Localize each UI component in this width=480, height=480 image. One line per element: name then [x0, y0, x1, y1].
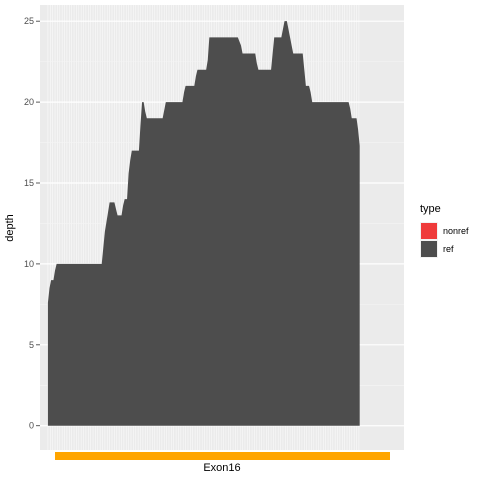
exon-track-bar	[55, 452, 390, 460]
y-axis: 0 5 10 15 20 25	[24, 16, 40, 431]
legend-swatch-nonref	[421, 223, 437, 239]
y-tick-label: 25	[24, 16, 34, 26]
series-layer	[47, 21, 360, 426]
y-axis-title: depth	[4, 214, 16, 242]
legend-title: type	[420, 203, 441, 215]
series-ref-area	[47, 21, 360, 426]
legend: type nonref ref	[420, 203, 469, 258]
y-tick-label: 0	[29, 421, 34, 431]
exon-track-label: Exon16	[203, 462, 240, 474]
y-tick-label: 15	[24, 178, 34, 188]
y-tick-label: 5	[29, 340, 34, 350]
legend-label-ref: ref	[443, 244, 454, 254]
legend-swatch-ref	[421, 241, 437, 257]
y-tick-label: 10	[24, 259, 34, 269]
y-tick-label: 20	[24, 97, 34, 107]
legend-label-nonref: nonref	[443, 226, 469, 236]
